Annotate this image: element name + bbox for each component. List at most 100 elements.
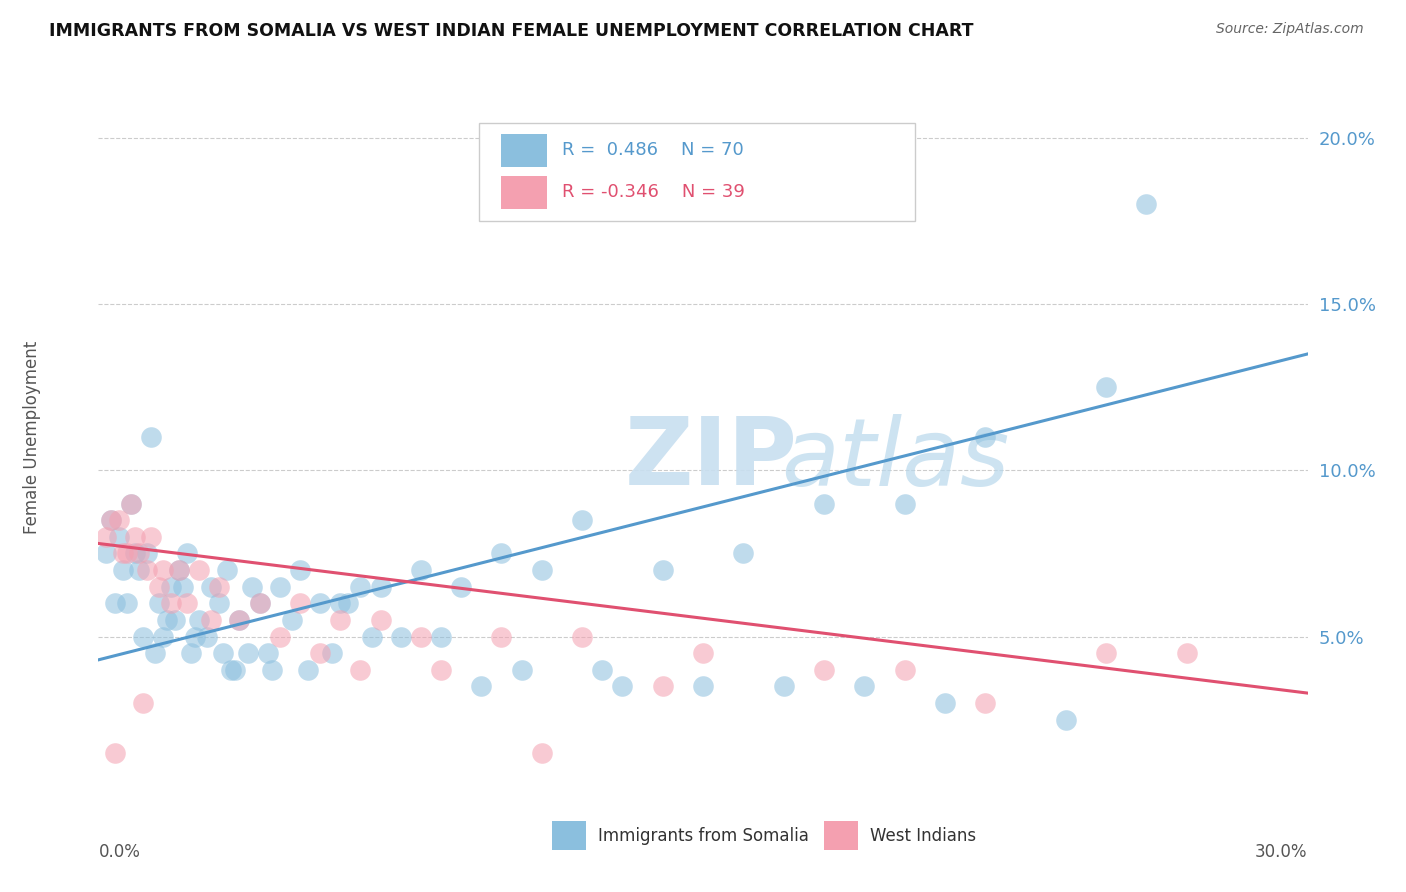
Point (269, 630, 291, 644)
Point (772, 680, 794, 694)
Point (651, 680, 673, 694)
Point (321, 646, 343, 660)
Point (893, 663, 915, 677)
Text: 0.0%: 0.0% (98, 843, 141, 861)
Point (228, 613, 250, 627)
Point (180, 646, 202, 660)
Point (208, 580, 231, 594)
Point (132, 696, 155, 710)
Point (409, 630, 432, 644)
Text: 30.0%: 30.0% (1256, 843, 1308, 861)
Point (228, 613, 250, 627)
Point (139, 530, 162, 544)
Point (160, 596, 183, 610)
Text: ZIP: ZIP (624, 413, 797, 505)
Text: R =  0.486    N = 70: R = 0.486 N = 70 (561, 141, 744, 160)
Point (107, 530, 129, 544)
Point (217, 563, 239, 577)
Point (128, 563, 150, 577)
Bar (824, 821, 858, 850)
Point (160, 580, 183, 594)
Point (167, 563, 190, 577)
Point (361, 630, 384, 644)
Point (1095, 380, 1118, 394)
Point (221, 663, 243, 677)
Point (409, 563, 432, 577)
Point (96, 546, 118, 560)
Point (893, 497, 915, 511)
Point (240, 580, 263, 594)
Point (176, 596, 198, 610)
Point (813, 497, 835, 511)
Text: IMMIGRANTS FROM SOMALIA VS WEST INDIAN FEMALE UNEMPLOYMENT CORRELATION CHART: IMMIGRANTS FROM SOMALIA VS WEST INDIAN F… (49, 22, 974, 40)
Point (470, 680, 492, 694)
Point (370, 580, 392, 594)
FancyBboxPatch shape (479, 122, 915, 221)
Point (430, 630, 453, 644)
Point (195, 630, 218, 644)
Point (143, 646, 166, 660)
Point (510, 663, 533, 677)
Point (135, 563, 157, 577)
Point (148, 580, 170, 594)
Point (329, 596, 352, 610)
Point (450, 580, 472, 594)
Point (249, 596, 271, 610)
Point (309, 646, 332, 660)
Point (128, 546, 150, 560)
Point (281, 613, 304, 627)
Point (103, 746, 125, 760)
Point (200, 613, 222, 627)
Point (152, 630, 174, 644)
Point (430, 663, 453, 677)
Bar (501, 176, 547, 209)
Point (139, 430, 162, 444)
Point (115, 596, 138, 610)
Point (111, 546, 134, 560)
Point (692, 646, 714, 660)
Text: Source: ZipAtlas.com: Source: ZipAtlas.com (1216, 22, 1364, 37)
Point (1175, 646, 1198, 660)
Point (591, 663, 613, 677)
Point (120, 497, 142, 511)
Text: atlas: atlas (782, 414, 1010, 505)
Point (103, 596, 125, 610)
Point (530, 563, 553, 577)
Point (349, 663, 371, 677)
Point (107, 513, 129, 527)
Point (813, 663, 835, 677)
Point (124, 546, 146, 560)
Point (115, 546, 138, 560)
Point (156, 613, 179, 627)
Point (329, 613, 352, 627)
Point (163, 613, 186, 627)
Point (249, 596, 271, 610)
Point (389, 630, 412, 644)
Point (491, 546, 513, 560)
Text: Immigrants from Somalia: Immigrants from Somalia (598, 827, 808, 845)
Point (1054, 713, 1077, 727)
Point (571, 513, 593, 527)
Point (172, 580, 194, 594)
Point (100, 513, 122, 527)
Point (288, 563, 311, 577)
Point (212, 646, 235, 660)
Point (288, 596, 311, 610)
Point (256, 646, 278, 660)
Point (1135, 197, 1157, 211)
Point (370, 613, 392, 627)
Point (208, 596, 231, 610)
Point (733, 546, 755, 560)
Point (269, 580, 291, 594)
Point (120, 497, 142, 511)
Point (167, 563, 190, 577)
Point (135, 546, 157, 560)
Point (530, 746, 553, 760)
Point (176, 546, 198, 560)
Point (297, 663, 319, 677)
Point (260, 663, 283, 677)
Point (692, 680, 714, 694)
Point (491, 630, 513, 644)
Point (224, 663, 246, 677)
Point (612, 680, 634, 694)
